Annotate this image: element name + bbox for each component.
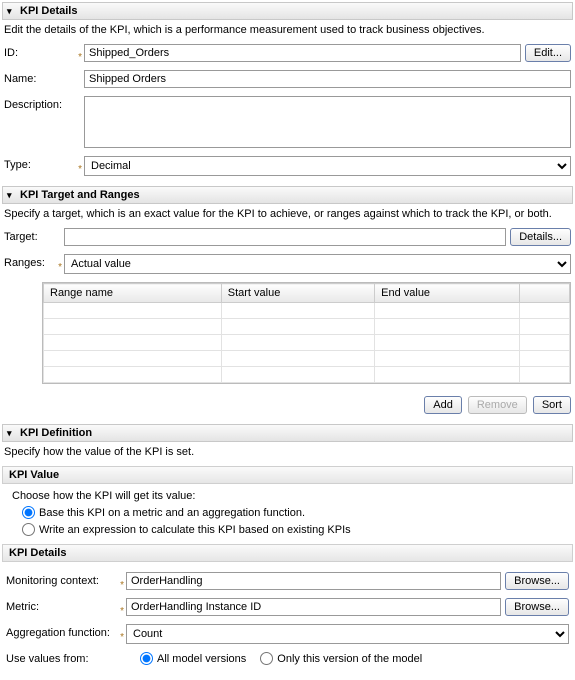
target-label: Target: [4,228,64,243]
radio-metric-row[interactable]: Base this KPI on a metric and an aggrega… [12,506,573,519]
collapse-icon: ▾ [7,191,16,200]
description-label: Description: [4,96,84,111]
collapse-icon: ▾ [7,429,16,438]
table-row[interactable] [44,303,570,319]
ranges-select[interactable]: Actual value [64,254,571,274]
kpi-target-header[interactable]: ▾ KPI Target and Ranges [2,186,573,204]
kpi-definition-section: ▾ KPI Definition Specify how the value o… [2,424,573,665]
ranges-label: Ranges:* [4,254,64,269]
type-select[interactable]: Decimal [84,156,571,176]
section-desc: Edit the details of the KPI, which is a … [2,20,573,44]
kpi-details-subheader: KPI Details [2,544,573,562]
type-label: Type:* [4,156,84,171]
table-row[interactable] [44,367,570,383]
ranges-table: Range name Start value End value [42,282,571,384]
use-values-label: Use values from: [6,653,126,665]
radio-expr-row[interactable]: Write an expression to calculate this KP… [12,523,573,536]
browse-button[interactable]: Browse... [505,598,569,616]
description-textarea[interactable] [84,96,571,148]
name-input[interactable] [84,70,571,88]
agg-label: Aggregation function:* [6,624,126,639]
choose-text: Choose how the KPI will get its value: [12,490,573,502]
section-desc: Specify how the value of the KPI is set. [2,442,573,466]
radio-this-version[interactable] [260,652,273,665]
section-title: KPI Definition [20,427,92,439]
name-label: Name: [4,70,84,85]
table-row[interactable] [44,335,570,351]
id-label: ID:* [4,44,84,59]
details-button[interactable]: Details... [510,228,571,246]
radio-this-row[interactable]: Only this version of the model [260,652,422,665]
kpi-definition-header[interactable]: ▾ KPI Definition [2,424,573,442]
radio-all-row[interactable]: All model versions [140,652,246,665]
table-row[interactable] [44,319,570,335]
target-input[interactable] [64,228,506,246]
col-range-name[interactable]: Range name [44,284,222,303]
remove-button: Remove [468,396,527,414]
id-input[interactable] [84,44,521,62]
kpi-details-header[interactable]: ▾ KPI Details [2,2,573,20]
add-button[interactable]: Add [424,396,462,414]
metric-input[interactable] [126,598,501,616]
col-empty [520,284,570,303]
table-row[interactable] [44,351,570,367]
edit-button[interactable]: Edit... [525,44,571,62]
col-start-value[interactable]: Start value [221,284,374,303]
monitoring-input[interactable] [126,572,501,590]
radio-all-versions[interactable] [140,652,153,665]
section-title: KPI Target and Ranges [20,189,140,201]
radio-metric[interactable] [22,506,35,519]
sort-button[interactable]: Sort [533,396,571,414]
browse-button[interactable]: Browse... [505,572,569,590]
collapse-icon: ▾ [7,7,16,16]
section-title: KPI Details [20,5,77,17]
radio-expression[interactable] [22,523,35,536]
kpi-details-section: ▾ KPI Details Edit the details of the KP… [2,2,573,176]
section-desc: Specify a target, which is an exact valu… [2,204,573,228]
kpi-value-header: KPI Value [2,466,573,484]
metric-label: Metric:* [6,598,126,613]
col-end-value[interactable]: End value [375,284,520,303]
monitoring-label: Monitoring context:* [6,572,126,587]
agg-select[interactable]: Count [126,624,569,644]
kpi-target-section: ▾ KPI Target and Ranges Specify a target… [2,186,573,414]
